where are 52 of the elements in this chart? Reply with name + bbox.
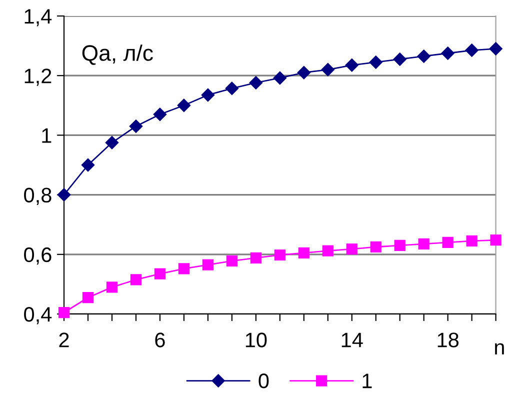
point <box>154 268 166 280</box>
point <box>105 136 119 150</box>
x-tick-label: 14 <box>342 332 363 348</box>
point <box>202 259 214 270</box>
y-tick-label: 1 <box>42 128 52 143</box>
point <box>489 42 502 56</box>
point <box>177 98 191 112</box>
point <box>81 158 95 172</box>
point <box>369 56 382 69</box>
point <box>465 44 478 57</box>
point <box>322 245 334 256</box>
x-tick-label: 2 <box>59 332 69 348</box>
point <box>297 66 310 80</box>
y-tick-label: 0,6 <box>24 247 52 265</box>
point <box>201 88 215 102</box>
y-tick-label: 1,2 <box>24 68 52 86</box>
point <box>394 240 406 252</box>
point <box>57 188 71 202</box>
point <box>226 255 238 267</box>
point <box>225 82 239 95</box>
legend-label: 0 <box>258 374 269 388</box>
point <box>82 292 94 304</box>
point <box>418 238 430 250</box>
y-axis-title: Qa, л/с <box>82 44 153 65</box>
point <box>298 247 310 258</box>
point <box>442 236 454 248</box>
point <box>345 58 358 72</box>
point <box>178 263 190 274</box>
point <box>393 52 406 66</box>
point <box>249 76 263 90</box>
y-tick-label: 0,4 <box>24 307 52 324</box>
point <box>346 243 358 255</box>
legend-label: 1 <box>362 374 372 388</box>
point <box>370 241 382 253</box>
y-tick-label: 1,4 <box>24 9 52 26</box>
point <box>273 71 286 85</box>
point <box>417 50 430 63</box>
point <box>129 120 143 133</box>
x-tick-label: 6 <box>155 332 165 348</box>
point <box>153 108 167 121</box>
x-tick-label: 18 <box>438 332 459 348</box>
x-axis-title: n <box>495 343 504 354</box>
point <box>250 252 262 264</box>
point <box>441 46 454 60</box>
point <box>130 274 142 286</box>
point <box>466 235 478 247</box>
point <box>274 249 286 261</box>
point <box>321 63 334 76</box>
y-tick-label: 0,8 <box>24 188 52 206</box>
point <box>106 282 118 293</box>
x-tick-label: 10 <box>246 332 267 348</box>
point <box>490 234 502 246</box>
